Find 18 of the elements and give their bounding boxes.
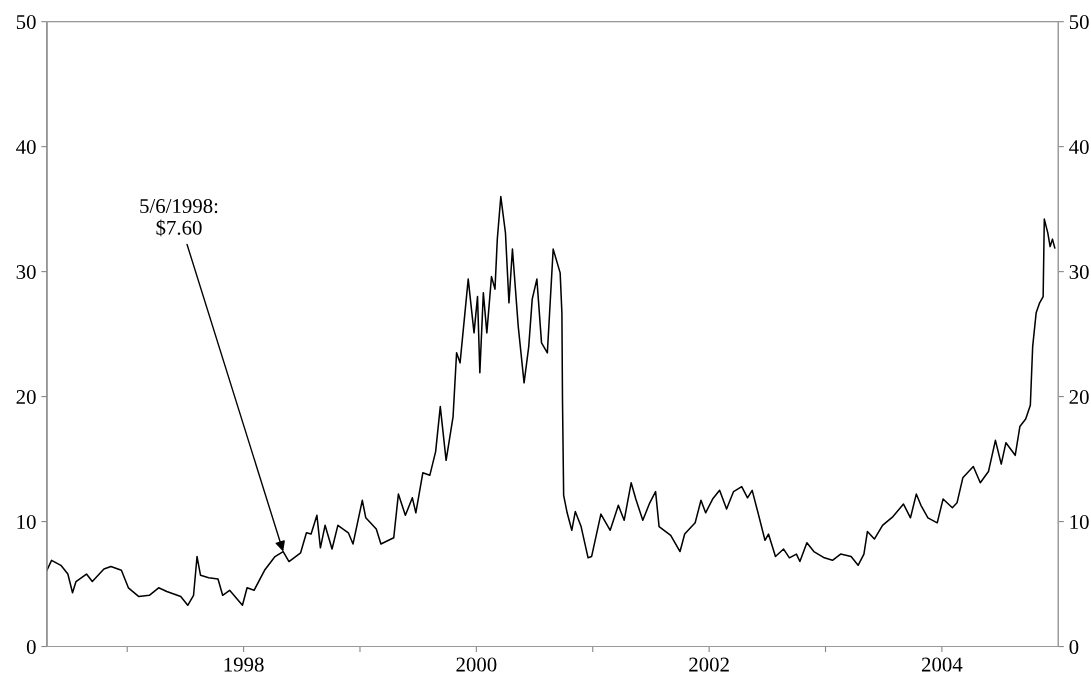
- y2-tick-label: 30: [1069, 264, 1089, 280]
- y-tick-label: 40: [16, 140, 36, 155]
- x-tick-label: 1998: [224, 657, 264, 672]
- annotation: 5/6/1998: $7.60: [140, 198, 218, 237]
- y2-tick-label: 0: [1069, 639, 1079, 654]
- y-tick-label: 10: [17, 514, 36, 529]
- y2-tick-label: 40: [1069, 140, 1089, 155]
- y-tick-label: 50: [16, 15, 36, 30]
- x-tick-label: 2004: [921, 657, 963, 672]
- y-tick-label: 0: [26, 639, 36, 654]
- y2-tick-label: 50: [1069, 15, 1089, 30]
- y-tick-label: 30: [16, 264, 36, 280]
- y-tick-label: 20: [16, 389, 36, 405]
- y2-tick-label: 10: [1070, 514, 1089, 529]
- x-tick-label: 2002: [689, 657, 729, 672]
- y2-tick-label: 20: [1069, 389, 1089, 405]
- x-tick-label: 2000: [456, 657, 497, 672]
- line-series: [46, 195, 1056, 607]
